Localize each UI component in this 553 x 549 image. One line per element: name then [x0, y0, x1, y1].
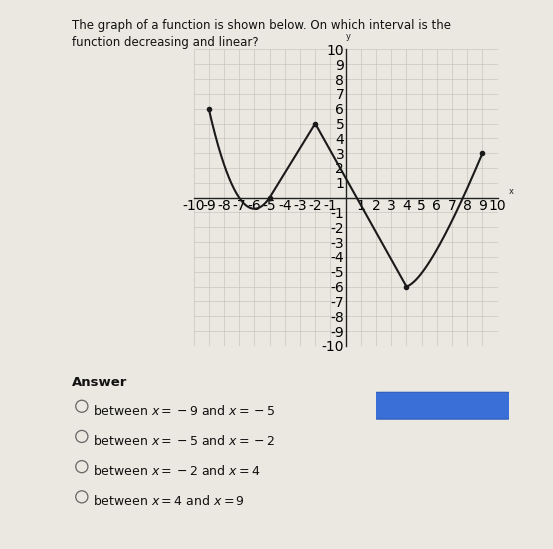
- Text: y: y: [346, 32, 351, 41]
- FancyBboxPatch shape: [372, 393, 513, 419]
- Text: between $x=-5$ and $x=-2$: between $x=-5$ and $x=-2$: [93, 434, 275, 448]
- Text: Answer: Answer: [72, 376, 127, 389]
- Text: Submit Answer: Submit Answer: [392, 399, 493, 412]
- Text: between $x=-9$ and $x=-5$: between $x=-9$ and $x=-5$: [93, 404, 275, 418]
- Text: x: x: [508, 187, 513, 196]
- Text: function decreasing and linear?: function decreasing and linear?: [72, 36, 258, 49]
- Text: between $x=4$ and $x=9$: between $x=4$ and $x=9$: [93, 494, 245, 508]
- Text: between $x=-2$ and $x=4$: between $x=-2$ and $x=4$: [93, 464, 260, 478]
- Text: The graph of a function is shown below. On which interval is the: The graph of a function is shown below. …: [72, 19, 451, 32]
